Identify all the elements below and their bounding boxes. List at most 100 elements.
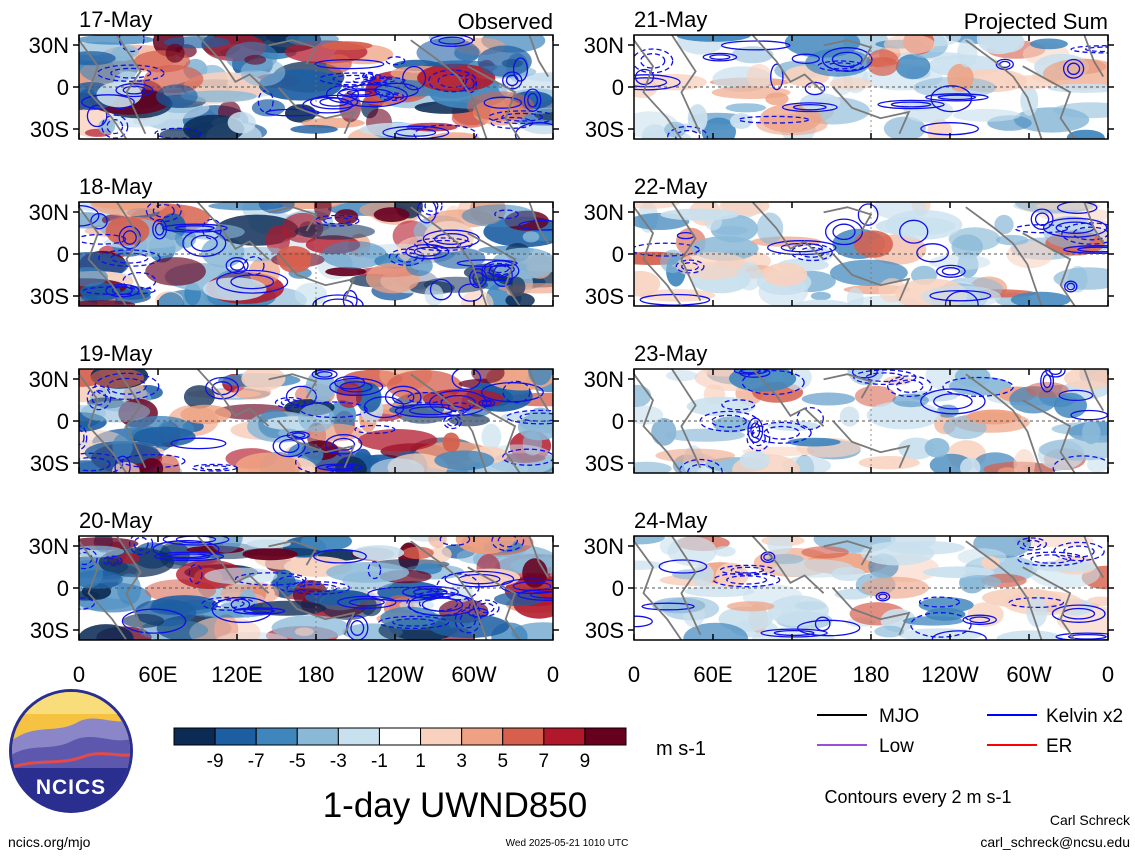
lon-label: 120E [766, 662, 817, 687]
lat-label: 30N [584, 367, 624, 392]
legend: MJO Kelvin x2 Low ER Contours every 2 m … [817, 706, 1123, 807]
panel-date: 24-May [634, 508, 707, 533]
panel-date: 20-May [79, 508, 152, 533]
coastlines [79, 369, 550, 473]
map-panel-20-May: 30N 0 30S 20-May [29, 508, 559, 643]
lat-label: 30S [585, 618, 624, 643]
ncics-logo: NCICS [9, 689, 133, 813]
lon-label: 60E [138, 662, 177, 687]
lon-label: 60W [1006, 662, 1051, 687]
coastlines [634, 536, 1105, 640]
lat-label: 30N [29, 200, 69, 225]
lat-label: 0 [612, 242, 624, 267]
lon-label: 0 [547, 662, 559, 687]
colorbar-box [461, 727, 504, 746]
kelvin-contours [79, 202, 553, 306]
map-panel-21-May: 30N 0 30S 21-May Projected Sum [584, 7, 1114, 142]
map-panel-23-May: 30N 0 30S 23-May [584, 341, 1114, 476]
panel-date: 17-May [79, 7, 152, 32]
footer-timestamp: Wed 2025-05-21 1010 UTC [506, 838, 629, 849]
lat-label: 30N [584, 534, 624, 559]
longitude-axis-right: 0 60E 120E 180 120W 60W 0 [628, 662, 1114, 687]
lon-label: 0 [1102, 662, 1114, 687]
column-label-projected: Projected Sum [964, 9, 1108, 34]
map-panel-17-May: 30N 0 30S 17-May Observed [29, 7, 559, 142]
lat-label: 0 [57, 409, 69, 434]
colorbar-box [255, 727, 298, 746]
kelvin-contours [79, 369, 553, 473]
coastlines [634, 202, 1105, 306]
lat-label: 0 [57, 242, 69, 267]
colorbar-box [337, 727, 380, 746]
coastlines [79, 35, 550, 139]
map-panel-22-May: 30N 0 30S 22-May [584, 174, 1114, 309]
coastlines [79, 536, 550, 640]
lat-label: 30S [30, 284, 69, 309]
wind-anomaly-shading [634, 536, 1108, 640]
colorbar-box [214, 727, 257, 746]
lat-label: 30S [30, 451, 69, 476]
lat-label: 30N [584, 33, 624, 58]
panel-date: 18-May [79, 174, 152, 199]
lat-label: 30S [585, 451, 624, 476]
colorbar-box [173, 727, 216, 746]
lon-label: 0 [628, 662, 640, 687]
lon-label: 120W [366, 662, 424, 687]
legend-er-label: ER [1046, 736, 1072, 757]
lat-label: 0 [612, 409, 624, 434]
panel-date: 19-May [79, 341, 152, 366]
colorbar-tick-label: 5 [497, 751, 508, 772]
legend-mjo-label: MJO [879, 706, 919, 727]
plot-title: 1-day UWND850 [323, 786, 588, 825]
colorbar-tick-label: -3 [330, 751, 347, 772]
panel-date: 23-May [634, 341, 707, 366]
kelvin-contours [634, 40, 1108, 139]
lat-label: 30S [30, 618, 69, 643]
lat-label: 30N [29, 367, 69, 392]
lat-label: 0 [612, 576, 624, 601]
colorbar-tick-label: 9 [580, 751, 591, 772]
colorbar-tick-label: 3 [456, 751, 467, 772]
colorbar: -9 -7 -5 -3 -1 1 3 5 7 9 [173, 727, 627, 772]
lat-label: 0 [57, 576, 69, 601]
lon-label: 180 [853, 662, 890, 687]
colorbar-units: m s-1 [656, 738, 706, 760]
lon-label: 60E [693, 662, 732, 687]
colorbar-tick-label: 7 [539, 751, 550, 772]
lat-label: 30N [584, 200, 624, 225]
lat-label: 30N [29, 534, 69, 559]
lat-label: 0 [612, 75, 624, 100]
colorbar-box [584, 727, 627, 746]
colorbar-box [420, 727, 463, 746]
colorbar-box [296, 727, 339, 746]
column-label-observed: Observed [458, 9, 553, 34]
map-panel-24-May: 30N 0 30S 24-May [584, 508, 1114, 643]
map-panel-18-May: 30N 0 30S 18-May [29, 174, 559, 309]
lon-label: 120E [211, 662, 262, 687]
colorbar-tick-label: -7 [248, 751, 265, 772]
coastlines [634, 369, 1105, 473]
colorbar-tick-label: -5 [289, 751, 306, 772]
footer-author: Carl Schreck [1050, 812, 1131, 828]
lat-label: 30S [585, 284, 624, 309]
coastlines [79, 202, 550, 306]
colorbar-box [543, 727, 586, 746]
wind-anomaly-shading [79, 35, 553, 139]
colorbar-tick-label: 1 [415, 751, 426, 772]
lat-label: 30S [585, 117, 624, 142]
coastlines [634, 35, 1105, 139]
lat-label: 30S [30, 117, 69, 142]
colorbar-tick-label: -9 [207, 751, 224, 772]
footer-email: carl_schreck@ncsu.edu [980, 834, 1130, 850]
footer-url: ncics.org/mjo [8, 834, 91, 850]
lon-label: 180 [298, 662, 335, 687]
panel-date: 21-May [634, 7, 707, 32]
longitude-axis-left: 0 60E 120E 180 120W 60W 0 [73, 662, 559, 687]
lat-label: 0 [57, 75, 69, 100]
lon-label: 120W [921, 662, 979, 687]
map-panel-19-May: 30N 0 30S 19-May [29, 341, 559, 476]
logo-text: NCICS [36, 776, 106, 799]
kelvin-contours [678, 369, 1108, 473]
contour-note: Contours every 2 m s-1 [824, 787, 1011, 807]
